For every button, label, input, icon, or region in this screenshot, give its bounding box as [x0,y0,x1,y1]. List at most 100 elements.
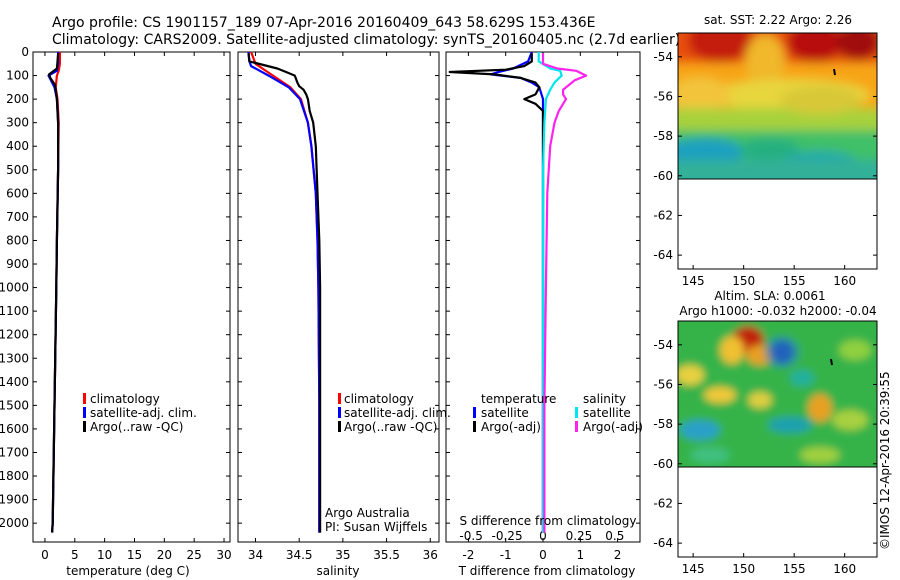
x-tick-label: 34.5 [286,548,313,562]
map-y-tick-label: -56 [653,89,673,103]
y-tick-label: 100 [6,69,29,83]
temperature-plot-frame [32,51,231,543]
temperature-legend: climatology satellite-adj. clim. Argo(..… [83,392,197,434]
y-tick-label: 1000 [0,281,29,295]
y-tick-label: 1700 [0,445,29,459]
temperature-xlabel: temperature (deg C) [66,564,189,578]
y-tick-label: 600 [6,186,29,200]
map-y-tick-label: -62 [653,496,673,510]
salinity-plot-frame [237,51,440,543]
legend-swatch-s-argo [575,421,578,432]
legend-label: Argo(-adj) [583,420,643,434]
legend-swatch-s-satellite [575,407,578,418]
map-y-tick-label: -54 [653,338,673,352]
x-tick-label: 20 [157,548,172,562]
series-line-s-satellite [537,52,563,533]
series-line-t-satellite [489,51,545,533]
difference-legend: temperature salinity satellite Argo(-adj… [473,392,643,434]
sla-map-empty-area [677,466,878,558]
legend-label: Argo(-adj) [481,420,541,434]
series-line-s-argo-adj- [541,53,588,533]
salinity-plot: 34 34.5 35 35.5 36 [238,51,439,562]
difference-plot: -2 -1 0 1 2 -0.5 -0.25 0 0.25 0.5 [446,51,640,562]
legend-label: climatology [344,392,414,406]
sst-map-empty-area [677,178,878,270]
difference-xlabel: T difference from climatology [458,564,636,578]
legend-label: satellite [481,406,529,420]
difference-top-label: S difference from climatology [460,514,637,528]
top-tick-label: 0.5 [605,529,624,543]
map-x-tick-label: 150 [732,562,755,576]
x-tick-label: 0 [539,548,547,562]
y-tick-label: 400 [6,139,29,153]
y-tick-label: 1100 [0,304,29,318]
x-tick-label: 10 [97,548,112,562]
temperature-plot: 0100200300400500600700800900100011001200… [0,45,232,562]
y-tick-label: 1600 [0,422,29,436]
series-line-satellite-adj-clim- [247,51,321,533]
sst-map-title: sat. SST: 2.22 Argo: 2.26 [704,13,852,27]
y-tick-label: 1400 [0,375,29,389]
map-x-tick-label: 160 [833,274,856,288]
x-tick-label: 2 [614,548,622,562]
y-tick-label: 1900 [0,493,29,507]
legend-label: climatology [90,392,160,406]
sla-map-subtitle: Argo h1000: -0.032 h2000: -0.04 [679,304,876,318]
salinity-legend: climatology satellite-adj. clim. Argo(..… [338,392,451,434]
sla-heatmap [678,321,877,467]
y-tick-label: 900 [6,257,29,271]
legend-swatch-climatology [338,393,341,404]
legend-label: satellite-adj. clim. [344,406,451,420]
sla-map-title: Altim. SLA: 0.0061 [714,289,825,303]
x-tick-label: 30 [216,548,231,562]
map-y-tick-label: -64 [653,248,673,262]
top-tick-label: 0 [539,529,547,543]
imos-credit: ©IMOS 12-Apr-2016 20:39:55 [878,371,892,550]
legend-swatch-argo [83,421,86,432]
map-y-tick-label: -64 [653,536,673,550]
x-tick-label: 35.5 [373,548,400,562]
x-tick-label: 25 [187,548,202,562]
map-x-tick-label: 155 [783,274,806,288]
y-tick-label: 200 [6,92,29,106]
x-tick-label: 35 [335,548,350,562]
map-y-tick-label: -62 [653,208,673,222]
header-subtitle: Climatology: CARS2009. Satellite-adjuste… [52,32,680,48]
institution-credit: Argo Australia [325,506,410,520]
map-y-tick-label: -60 [653,457,673,471]
map-y-tick-label: -58 [653,129,673,143]
argo-position-marker [833,68,836,76]
map-x-tick-label: 145 [682,562,705,576]
x-tick-label: 1 [576,548,584,562]
x-tick-label: 34 [248,548,263,562]
x-tick-label: 36 [423,548,438,562]
y-tick-label: 800 [6,233,29,247]
x-tick-label: 5 [71,548,79,562]
legend-swatch-argo [338,421,341,432]
legend-label: satellite [583,406,631,420]
legend-swatch-satellite [338,407,341,418]
legend-label: Argo(..raw -QC) [90,420,183,434]
y-tick-label: 1800 [0,469,29,483]
legend-swatch-satellite [83,407,86,418]
y-tick-label: 0 [21,45,29,59]
map-y-tick-label: -56 [653,377,673,391]
legend-label: Argo(..raw -QC) [344,420,437,434]
top-tick-label: -0.5 [459,529,482,543]
map-y-tick-label: -60 [653,169,673,183]
legend-label: satellite-adj. clim. [90,406,197,420]
map-y-tick-label: -58 [653,417,673,431]
series-line-argo-raw-qc- [47,53,60,533]
salinity-xlabel: salinity [316,564,359,578]
y-tick-label: 1200 [0,328,29,342]
series-line-t-argo-adj- [448,53,545,533]
sst-map-axes: -54 -56 -58 -60 -62 -64 145 150 155 160 [653,50,877,288]
y-tick-label: 1500 [0,398,29,412]
y-tick-label: 1300 [0,351,29,365]
header-title: Argo profile: CS 1901157_189 07-Apr-2016… [52,15,596,31]
legend-swatch-climatology [83,393,86,404]
map-x-tick-label: 145 [682,274,705,288]
x-tick-label: -1 [500,548,512,562]
map-x-tick-label: 160 [833,562,856,576]
